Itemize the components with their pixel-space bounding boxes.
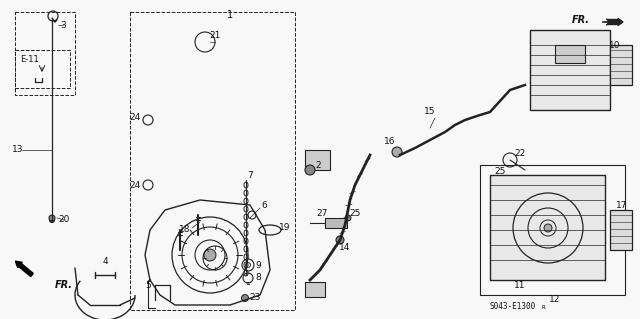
Circle shape — [305, 165, 315, 175]
Text: FR.: FR. — [572, 15, 590, 25]
Text: 12: 12 — [549, 295, 561, 305]
Text: 10: 10 — [609, 41, 621, 49]
Text: E-11: E-11 — [20, 55, 39, 64]
Text: 25: 25 — [349, 209, 361, 218]
Text: 16: 16 — [384, 137, 396, 146]
Text: 14: 14 — [339, 243, 351, 253]
Text: 22: 22 — [515, 149, 525, 158]
Text: 13: 13 — [12, 145, 24, 154]
Text: 27: 27 — [316, 209, 328, 218]
Bar — [480, 165, 625, 295]
Text: 11: 11 — [515, 280, 525, 290]
Text: S043-E1300: S043-E1300 — [490, 302, 536, 311]
Text: 8: 8 — [255, 273, 261, 283]
Text: 17: 17 — [616, 201, 628, 210]
Bar — [15, 50, 70, 88]
Text: 15: 15 — [424, 108, 436, 116]
Circle shape — [49, 218, 54, 222]
FancyArrow shape — [15, 261, 33, 277]
Circle shape — [49, 215, 55, 221]
Text: R: R — [542, 305, 546, 310]
Bar — [305, 150, 330, 170]
Circle shape — [544, 224, 552, 232]
Text: 19: 19 — [279, 224, 291, 233]
Text: 5: 5 — [145, 280, 151, 290]
Text: 25: 25 — [494, 167, 506, 176]
Circle shape — [336, 236, 344, 244]
Text: 2: 2 — [315, 160, 321, 169]
Circle shape — [392, 147, 402, 157]
Text: 6: 6 — [261, 201, 267, 210]
Circle shape — [204, 249, 216, 261]
Text: 24: 24 — [129, 181, 141, 189]
Text: 23: 23 — [250, 293, 260, 302]
Text: 9: 9 — [255, 261, 261, 270]
Bar — [325, 218, 347, 228]
Bar — [555, 45, 585, 63]
Bar — [305, 282, 325, 297]
Text: 21: 21 — [209, 31, 221, 40]
FancyArrow shape — [608, 19, 623, 26]
Bar — [490, 175, 605, 280]
Bar — [610, 45, 632, 85]
Bar — [530, 30, 610, 110]
Text: 18: 18 — [179, 226, 191, 234]
Text: 1: 1 — [227, 10, 233, 20]
Text: 24: 24 — [129, 114, 141, 122]
Text: 7: 7 — [247, 170, 253, 180]
Circle shape — [241, 294, 248, 301]
Bar — [610, 210, 632, 250]
Text: 20: 20 — [58, 216, 70, 225]
Text: 4: 4 — [102, 257, 108, 266]
Text: 3: 3 — [60, 20, 66, 29]
Circle shape — [345, 215, 351, 221]
Text: FR.: FR. — [55, 280, 73, 290]
